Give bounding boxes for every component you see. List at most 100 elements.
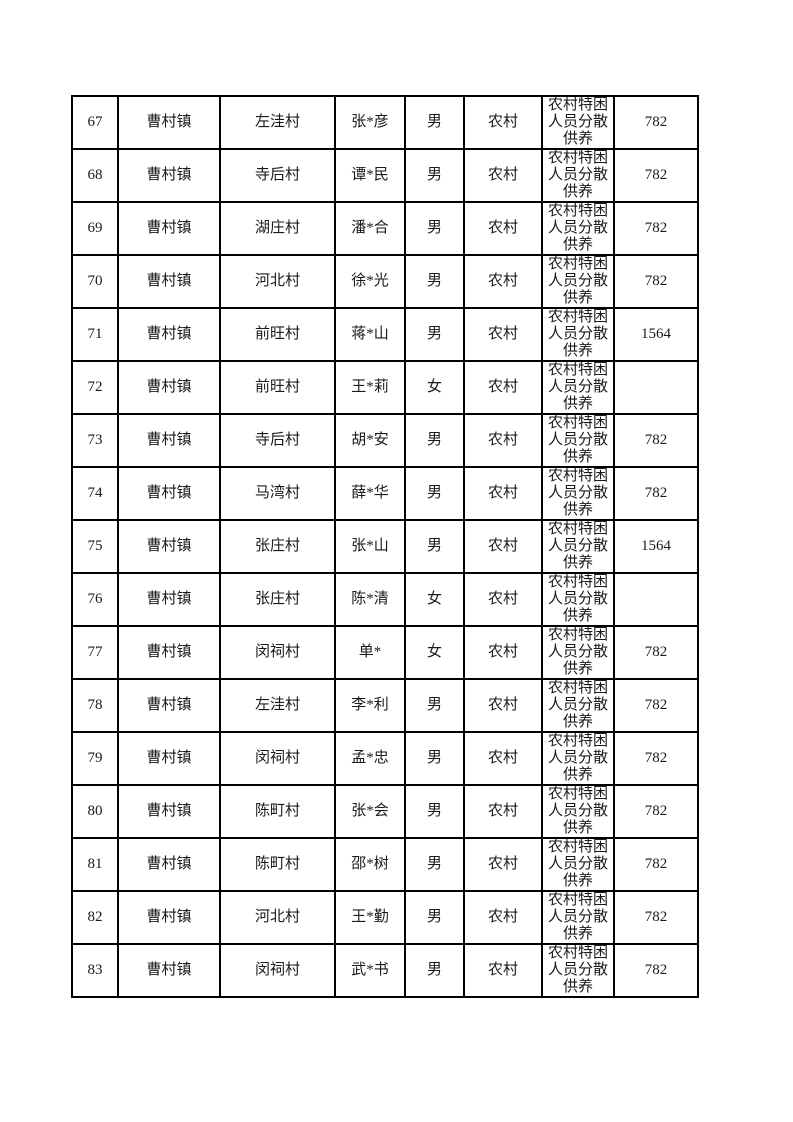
cell-seq: 68 xyxy=(71,148,119,203)
cell-gender: 男 xyxy=(404,784,465,839)
cell-gender: 男 xyxy=(404,148,465,203)
cell-seq: 77 xyxy=(71,625,119,680)
cell-gender: 男 xyxy=(404,890,465,945)
cell-village: 马湾村 xyxy=(219,466,336,521)
table-row: 75 曹村镇 张庄村 张*山男农村 农村特困人员分散供养 1564 xyxy=(71,519,699,574)
cell-name: 徐*光 xyxy=(334,254,406,309)
cell-town: 曹村镇 xyxy=(117,784,221,839)
cell-area: 农村 xyxy=(463,890,543,945)
cell-amount xyxy=(613,572,699,627)
cell-area: 农村 xyxy=(463,148,543,203)
cell-gender: 男 xyxy=(404,307,465,362)
cell-seq: 76 xyxy=(71,572,119,627)
cell-name: 张*彦 xyxy=(334,95,406,150)
table-row: 67 曹村镇 左洼村 张*彦男农村 农村特困人员分散供养 782 xyxy=(71,95,699,150)
cell-area: 农村 xyxy=(463,731,543,786)
cell-amount: 782 xyxy=(613,943,699,998)
cell-village: 寺后村 xyxy=(219,413,336,468)
cell-seq: 78 xyxy=(71,678,119,733)
cell-name: 薛*华 xyxy=(334,466,406,521)
cell-village: 寺后村 xyxy=(219,148,336,203)
cell-seq: 67 xyxy=(71,95,119,150)
cell-area: 农村 xyxy=(463,519,543,574)
cell-category: 农村特困人员分散供养 xyxy=(541,837,615,892)
cell-amount: 782 xyxy=(613,784,699,839)
table-row: 83 曹村镇 闵祠村 武*书男农村 农村特困人员分散供养 782 xyxy=(71,943,699,998)
cell-gender: 女 xyxy=(404,625,465,680)
cell-town: 曹村镇 xyxy=(117,519,221,574)
cell-area: 农村 xyxy=(463,254,543,309)
cell-name: 武*书 xyxy=(334,943,406,998)
cell-name: 王*勤 xyxy=(334,890,406,945)
cell-category: 农村特困人员分散供养 xyxy=(541,943,615,998)
table-row: 82 曹村镇 河北村 王*勤男农村 农村特困人员分散供养 782 xyxy=(71,890,699,945)
cell-seq: 82 xyxy=(71,890,119,945)
cell-area: 农村 xyxy=(463,837,543,892)
cell-category: 农村特困人员分散供养 xyxy=(541,466,615,521)
cell-amount: 1564 xyxy=(613,307,699,362)
table-row: 79 曹村镇 闵祠村 孟*忠男农村 农村特困人员分散供养 782 xyxy=(71,731,699,786)
cell-amount: 782 xyxy=(613,890,699,945)
cell-category: 农村特困人员分散供养 xyxy=(541,625,615,680)
cell-category: 农村特困人员分散供养 xyxy=(541,784,615,839)
benefits-table: 67 曹村镇 左洼村 张*彦男农村 农村特困人员分散供养 782 68 曹村镇 寺后村 谭*民男农… xyxy=(71,95,699,998)
cell-town: 曹村镇 xyxy=(117,678,221,733)
cell-seq: 73 xyxy=(71,413,119,468)
cell-amount: 782 xyxy=(613,625,699,680)
cell-amount: 782 xyxy=(613,148,699,203)
cell-area: 农村 xyxy=(463,678,543,733)
table-row: 74 曹村镇 马湾村 薛*华男农村 农村特困人员分散供养 782 xyxy=(71,466,699,521)
cell-name: 李*利 xyxy=(334,678,406,733)
cell-area: 农村 xyxy=(463,413,543,468)
cell-seq: 75 xyxy=(71,519,119,574)
cell-name: 邵*树 xyxy=(334,837,406,892)
cell-gender: 男 xyxy=(404,413,465,468)
cell-area: 农村 xyxy=(463,943,543,998)
cell-gender: 女 xyxy=(404,360,465,415)
cell-area: 农村 xyxy=(463,95,543,150)
cell-village: 河北村 xyxy=(219,890,336,945)
cell-seq: 81 xyxy=(71,837,119,892)
cell-town: 曹村镇 xyxy=(117,413,221,468)
cell-village: 张庄村 xyxy=(219,519,336,574)
cell-gender: 男 xyxy=(404,95,465,150)
table-row: 73 曹村镇 寺后村 胡*安男农村 农村特困人员分散供养 782 xyxy=(71,413,699,468)
cell-village: 前旺村 xyxy=(219,307,336,362)
cell-category: 农村特困人员分散供养 xyxy=(541,148,615,203)
cell-town: 曹村镇 xyxy=(117,201,221,256)
cell-gender: 男 xyxy=(404,678,465,733)
cell-seq: 69 xyxy=(71,201,119,256)
cell-amount: 782 xyxy=(613,413,699,468)
cell-amount: 782 xyxy=(613,837,699,892)
cell-amount: 782 xyxy=(613,731,699,786)
cell-gender: 男 xyxy=(404,731,465,786)
cell-town: 曹村镇 xyxy=(117,837,221,892)
cell-seq: 83 xyxy=(71,943,119,998)
cell-category: 农村特困人员分散供养 xyxy=(541,95,615,150)
cell-village: 张庄村 xyxy=(219,572,336,627)
cell-seq: 74 xyxy=(71,466,119,521)
cell-amount: 1564 xyxy=(613,519,699,574)
cell-village: 河北村 xyxy=(219,254,336,309)
cell-seq: 71 xyxy=(71,307,119,362)
cell-category: 农村特困人员分散供养 xyxy=(541,678,615,733)
table-row: 69 曹村镇 湖庄村 潘*合男农村 农村特困人员分散供养 782 xyxy=(71,201,699,256)
cell-category: 农村特困人员分散供养 xyxy=(541,519,615,574)
cell-category: 农村特困人员分散供养 xyxy=(541,360,615,415)
cell-town: 曹村镇 xyxy=(117,625,221,680)
cell-amount: 782 xyxy=(613,95,699,150)
cell-category: 农村特困人员分散供养 xyxy=(541,307,615,362)
cell-area: 农村 xyxy=(463,466,543,521)
cell-amount: 782 xyxy=(613,254,699,309)
cell-area: 农村 xyxy=(463,784,543,839)
cell-gender: 女 xyxy=(404,572,465,627)
cell-name: 张*山 xyxy=(334,519,406,574)
cell-village: 左洼村 xyxy=(219,678,336,733)
cell-amount: 782 xyxy=(613,466,699,521)
cell-gender: 男 xyxy=(404,466,465,521)
cell-name: 潘*合 xyxy=(334,201,406,256)
cell-gender: 男 xyxy=(404,201,465,256)
cell-category: 农村特困人员分散供养 xyxy=(541,201,615,256)
cell-seq: 80 xyxy=(71,784,119,839)
